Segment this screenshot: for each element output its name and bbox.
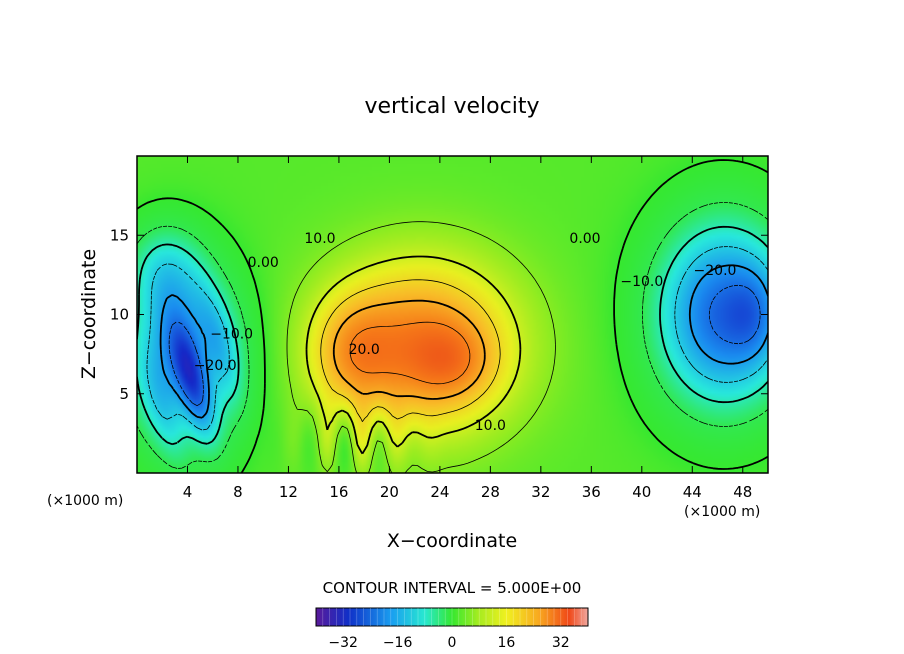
contour-level bbox=[168, 284, 761, 407]
contour-interval-text: CONTOUR INTERVAL = 5.000E+00 bbox=[323, 579, 582, 597]
contour-level bbox=[349, 321, 471, 385]
colorbar: −32 −16 0 16 32 bbox=[315, 607, 589, 651]
x-axis-label: X−coordinate bbox=[387, 530, 517, 552]
y-tick-label: 15 bbox=[110, 226, 129, 244]
x-unit-left: (×1000 m) bbox=[47, 493, 123, 509]
colorbar-tick-label: −32 bbox=[328, 635, 358, 651]
y-tick-label: 5 bbox=[119, 385, 129, 403]
contour-label: 0.00 bbox=[248, 255, 279, 271]
y-axis-ticks: 5 10 15 bbox=[110, 226, 768, 403]
x-tick-label: 12 bbox=[279, 483, 298, 501]
contour-level bbox=[137, 202, 768, 469]
x-tick-label: 44 bbox=[683, 483, 702, 501]
contour-lines bbox=[137, 159, 768, 473]
contour-label: −20.0 bbox=[694, 263, 737, 279]
contour-label: 10.0 bbox=[304, 231, 335, 247]
colorbar-gradient bbox=[315, 607, 589, 627]
contour-label: −10.0 bbox=[620, 274, 663, 290]
x-axis-ticks: 4 8 12 16 20 24 28 32 36 40 44 48 bbox=[183, 156, 752, 501]
colorbar-tick-labels: −32 −16 0 16 32 bbox=[328, 635, 569, 651]
x-tick-label: 16 bbox=[329, 483, 348, 501]
x-unit-right: (×1000 m) bbox=[684, 504, 760, 520]
contour-label: 10.0 bbox=[475, 418, 506, 434]
contour-level bbox=[305, 255, 522, 455]
x-tick-label: 8 bbox=[233, 483, 243, 501]
x-tick-label: 48 bbox=[733, 483, 752, 501]
contour-label: 0.00 bbox=[569, 231, 600, 247]
x-tick-label: 24 bbox=[430, 483, 449, 501]
x-tick-label: 40 bbox=[632, 483, 651, 501]
field-layer bbox=[137, 156, 768, 473]
chart-title: vertical velocity bbox=[364, 94, 539, 119]
contour-labels: 0.00 10.0 20.0 10.0 0.00 −10.0 −20.0 −10.0 −20.0 bbox=[194, 231, 737, 434]
x-tick-label: 28 bbox=[481, 483, 500, 501]
contour-label: −10.0 bbox=[210, 326, 253, 342]
x-tick-label: 4 bbox=[183, 483, 193, 501]
velocity-field bbox=[137, 156, 768, 473]
contour-level bbox=[159, 264, 768, 419]
contour-label: 20.0 bbox=[349, 342, 380, 358]
contour-level bbox=[137, 225, 768, 446]
contour-level bbox=[146, 246, 768, 431]
contour-level bbox=[320, 279, 501, 422]
x-tick-label: 32 bbox=[531, 483, 550, 501]
colorbar-tick-label: −16 bbox=[383, 635, 413, 651]
x-tick-label: 20 bbox=[380, 483, 399, 501]
colorbar-tick-label: 16 bbox=[497, 635, 515, 651]
contour-level bbox=[286, 221, 556, 473]
contour-label: −20.0 bbox=[194, 358, 237, 374]
y-axis-label: Z−coordinate bbox=[78, 249, 100, 379]
contour-level bbox=[332, 299, 486, 400]
colorbar-divisions bbox=[322, 608, 582, 626]
x-tick-label: 36 bbox=[582, 483, 601, 501]
colorbar-tick-label: 32 bbox=[552, 635, 570, 651]
y-tick-label: 10 bbox=[110, 306, 129, 324]
colorbar-tick-label: 0 bbox=[448, 635, 457, 651]
